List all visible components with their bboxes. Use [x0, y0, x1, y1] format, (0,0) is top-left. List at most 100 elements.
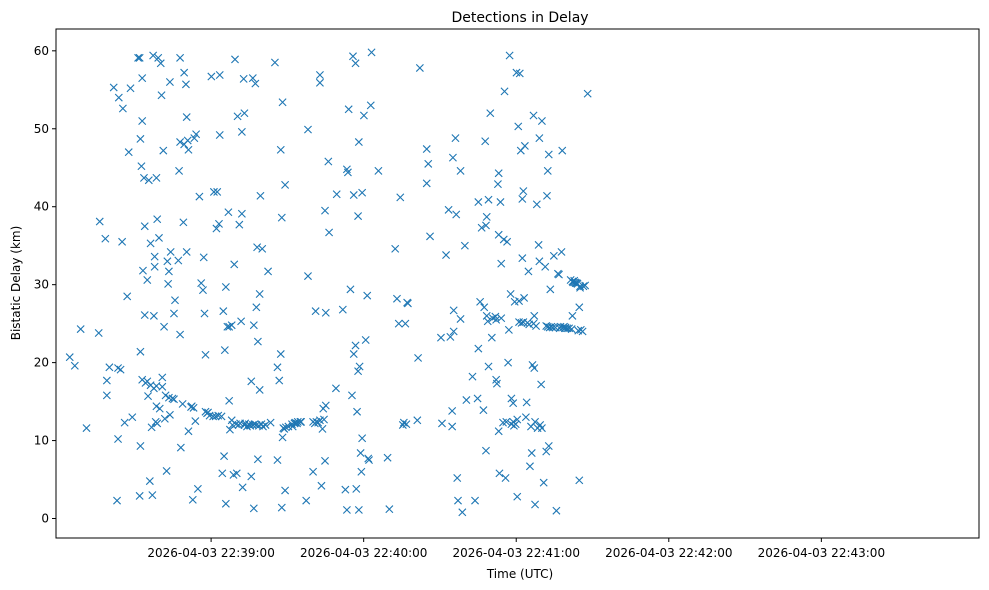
data-point	[237, 209, 246, 218]
data-point	[492, 315, 501, 324]
data-point	[123, 292, 132, 301]
data-point	[249, 504, 258, 513]
data-point	[473, 394, 482, 403]
data-point	[484, 362, 493, 371]
data-point	[484, 195, 493, 204]
data-point	[138, 266, 147, 275]
data-point	[171, 296, 179, 305]
data-point	[182, 113, 191, 122]
data-point	[332, 190, 341, 199]
data-point	[324, 157, 333, 166]
data-point	[539, 478, 548, 487]
data-point	[476, 297, 485, 306]
data-point	[583, 89, 592, 98]
data-point	[426, 232, 435, 241]
data-point	[396, 193, 405, 202]
data-point	[320, 415, 328, 424]
data-point	[276, 145, 285, 154]
data-point	[136, 347, 145, 356]
data-point	[477, 223, 486, 232]
data-point	[513, 415, 522, 424]
data-point	[503, 237, 512, 246]
data-point	[311, 307, 320, 316]
data-point	[383, 453, 392, 462]
y-tick-label: 40	[34, 200, 49, 214]
data-point	[519, 187, 528, 196]
data-point	[251, 79, 260, 88]
y-axis-ticks: 0 10 20 30 40 50 60	[34, 44, 56, 526]
data-point	[158, 373, 167, 382]
data-point	[200, 309, 209, 318]
data-point	[214, 219, 223, 228]
data-point	[351, 59, 360, 68]
data-point	[169, 395, 178, 404]
data-point	[321, 456, 330, 465]
data-point	[354, 367, 363, 376]
data-point	[575, 303, 584, 312]
data-point	[486, 109, 495, 118]
data-point	[225, 396, 234, 405]
plot-frame	[55, 28, 980, 539]
data-point	[152, 173, 161, 182]
data-point	[293, 417, 302, 426]
data-point	[252, 303, 261, 312]
data-point	[195, 192, 204, 201]
data-point	[513, 492, 522, 501]
data-point	[494, 427, 503, 436]
data-point	[391, 244, 400, 253]
data-point	[116, 365, 125, 374]
data-point	[163, 257, 172, 266]
data-point	[95, 217, 104, 226]
data-point	[176, 443, 185, 452]
data-point	[501, 473, 510, 482]
data-point	[255, 385, 264, 394]
data-point	[504, 358, 513, 367]
data-point	[366, 101, 375, 110]
data-point	[497, 314, 506, 323]
data-point	[303, 125, 312, 134]
data-point	[149, 51, 158, 60]
data-point	[557, 247, 566, 256]
data-point	[253, 243, 262, 252]
data-point	[256, 191, 265, 200]
data-point	[534, 240, 543, 249]
data-point	[349, 350, 358, 359]
data-point	[175, 166, 184, 175]
data-point	[247, 377, 256, 386]
data-point	[568, 311, 577, 320]
data-point	[207, 72, 216, 81]
data-point	[415, 63, 424, 72]
data-point	[325, 228, 334, 237]
data-point	[114, 435, 123, 443]
data-point	[144, 392, 153, 401]
data-point	[297, 417, 306, 426]
data-point	[233, 112, 242, 121]
data-point	[494, 169, 503, 178]
data-point	[281, 423, 290, 432]
data-point	[552, 506, 561, 515]
data-point	[179, 218, 188, 227]
data-point	[444, 205, 453, 214]
data-point	[456, 314, 465, 323]
data-point	[159, 146, 168, 155]
data-point	[342, 505, 351, 514]
data-point	[480, 303, 489, 312]
x-tick-label: 2026-04-03 22:41:00	[453, 546, 580, 560]
data-point	[355, 362, 364, 371]
x-tick-label: 2026-04-03 22:42:00	[605, 546, 732, 560]
data-point	[101, 234, 110, 243]
data-point	[403, 299, 412, 308]
data-point	[215, 71, 224, 79]
y-tick-label: 0	[41, 512, 49, 526]
data-point	[357, 467, 366, 476]
data-point	[364, 454, 373, 463]
data-point	[518, 194, 527, 203]
data-point	[449, 306, 458, 315]
data-point	[281, 180, 290, 189]
data-point	[149, 311, 158, 320]
data-point	[531, 500, 540, 509]
data-point	[124, 148, 133, 157]
data-point	[581, 281, 590, 290]
data-point	[109, 83, 118, 92]
data-point	[317, 481, 326, 490]
